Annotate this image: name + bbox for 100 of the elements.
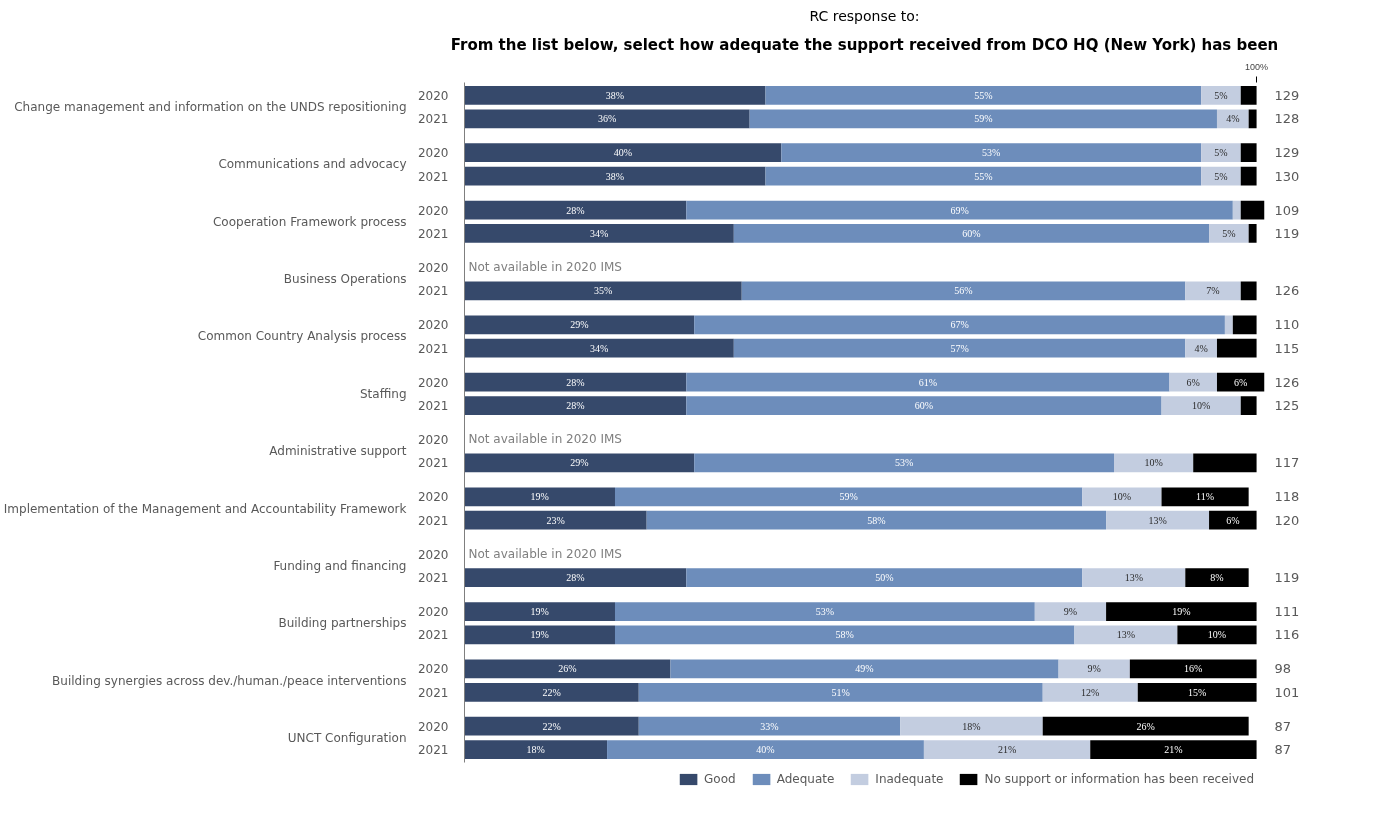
- text: Building synergies across dev./human./peace interventions: [52, 673, 407, 688]
- y-tick-label: 2021: [417, 743, 449, 758]
- data-label: 51%: [831, 686, 850, 698]
- text: Cooperation Framework process: [212, 214, 407, 229]
- y-tick-label: 2021: [417, 571, 449, 586]
- data-label: 9%: [1087, 663, 1101, 675]
- data-label: 10%: [1112, 491, 1132, 503]
- data-label: 5%: [1214, 170, 1228, 182]
- y-tick-label: 2021: [417, 513, 449, 528]
- text: Change management and information on the UNDS repositioning: [14, 100, 407, 115]
- legend-label: Good: [704, 772, 736, 786]
- y-tick-label: 2020: [417, 88, 449, 103]
- data-label: 40%: [756, 744, 775, 756]
- data-label: 13%: [1124, 572, 1143, 584]
- data-label: 34%: [589, 227, 609, 239]
- annotation: Not available in 2020 IMS: [468, 260, 622, 275]
- data-label: 53%: [982, 147, 1001, 159]
- y-tick-label: 2020: [417, 605, 449, 620]
- y-tick-label: 2020: [417, 260, 449, 275]
- data-label: 6%: [1226, 514, 1240, 526]
- data-label: 28%: [566, 204, 585, 216]
- data-label: 19%: [530, 491, 549, 503]
- annotation: Not available in 2020 IMS: [468, 547, 622, 562]
- text: Business Operations: [283, 272, 407, 287]
- data-label: 12%: [1081, 686, 1100, 698]
- data-label: 6%: [1234, 376, 1248, 388]
- text: 119: [1274, 225, 1300, 241]
- y-tick-label: 2021: [417, 112, 449, 127]
- data-label: 57%: [950, 342, 969, 354]
- data-label: 35%: [593, 285, 613, 297]
- annotation: Not available in 2020 IMS: [468, 432, 622, 447]
- y-tick-label: 2020: [417, 146, 449, 161]
- data-label: 22%: [542, 720, 561, 732]
- y-tick-label: 2021: [417, 456, 449, 471]
- text: Communications and advocacy: [218, 157, 407, 172]
- text: 101: [1274, 684, 1300, 700]
- text: 87: [1274, 742, 1292, 758]
- text: 109: [1274, 202, 1300, 218]
- y-tick-label: 2021: [417, 284, 449, 299]
- data-label: 15%: [1188, 686, 1207, 698]
- data-label: 60%: [914, 400, 934, 412]
- data-label: 13%: [1148, 514, 1167, 526]
- y-tick-label: 2021: [417, 628, 449, 643]
- data-label: 22%: [542, 686, 561, 698]
- data-label: 67%: [950, 319, 969, 331]
- data-label: 19%: [1172, 606, 1191, 618]
- x-tick-label: 100%: [1245, 61, 1269, 72]
- text: 129: [1274, 87, 1300, 103]
- text: 118: [1274, 489, 1300, 505]
- text: 126: [1274, 374, 1300, 390]
- data-label: 10%: [1144, 457, 1163, 469]
- text: 115: [1274, 340, 1300, 356]
- data-label: 19%: [530, 629, 549, 641]
- legend-label: No support or information has been received: [984, 772, 1254, 786]
- data-label: 10%: [1191, 400, 1211, 412]
- legend-label: Adequate: [776, 772, 835, 786]
- data-label: 33%: [760, 720, 779, 732]
- text: 117: [1274, 455, 1300, 471]
- y-tick-label: 2020: [417, 375, 449, 390]
- data-label: 5%: [1222, 227, 1236, 239]
- text: 87: [1274, 718, 1292, 734]
- data-label: 53%: [815, 606, 835, 618]
- data-label: 19%: [530, 606, 549, 618]
- y-tick-label: 2021: [417, 341, 449, 356]
- data-label: 6%: [1186, 376, 1200, 388]
- data-label: 28%: [566, 572, 585, 584]
- data-label: 55%: [974, 89, 993, 101]
- data-label: 5%: [1214, 89, 1228, 101]
- text: Common Country Analysis process: [197, 329, 407, 344]
- text: Building partnerships: [278, 616, 407, 631]
- data-label: 21%: [997, 744, 1017, 756]
- data-label: 7%: [1206, 285, 1220, 297]
- data-label: 55%: [974, 170, 993, 182]
- text: Implementation of the Management and Accountability Framework: [3, 501, 407, 516]
- data-label: 36%: [597, 113, 617, 125]
- data-label: 38%: [605, 170, 625, 182]
- data-label: 56%: [954, 285, 973, 297]
- y-tick-label: 2021: [417, 226, 449, 241]
- legend-label: Inadequate: [875, 772, 944, 786]
- data-label: 26%: [558, 663, 577, 675]
- text: 128: [1274, 111, 1300, 127]
- data-label: 28%: [566, 376, 585, 388]
- text: Administrative support: [269, 444, 407, 459]
- data-label: 50%: [875, 572, 894, 584]
- data-label: 21%: [1164, 744, 1183, 756]
- data-label: 18%: [526, 744, 545, 756]
- data-label: 8%: [1210, 572, 1224, 584]
- data-label: 59%: [974, 113, 993, 125]
- data-label: 60%: [962, 227, 981, 239]
- y-tick-label: 2020: [417, 490, 449, 505]
- data-label: 28%: [566, 400, 585, 412]
- text: 116: [1274, 627, 1300, 643]
- text: 111: [1274, 604, 1300, 620]
- text: 125: [1274, 398, 1300, 414]
- data-label: 61%: [918, 376, 938, 388]
- data-label: 49%: [855, 663, 874, 675]
- y-tick-label: 2020: [417, 318, 449, 333]
- text: 120: [1274, 512, 1300, 528]
- data-label: 26%: [1136, 720, 1155, 732]
- data-label: 34%: [589, 342, 609, 354]
